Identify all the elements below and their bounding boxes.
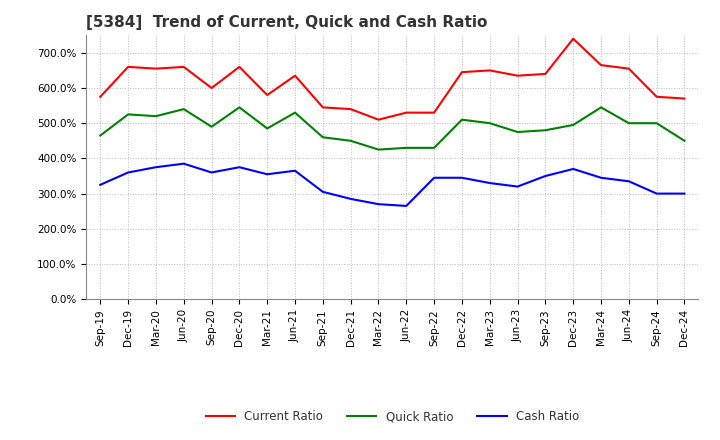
Cash Ratio [680, 191, 689, 196]
Cash Ratio [402, 203, 410, 209]
Current Ratio [680, 96, 689, 101]
Quick Ratio [235, 105, 243, 110]
Quick Ratio [430, 145, 438, 150]
Quick Ratio [485, 121, 494, 126]
Current Ratio [291, 73, 300, 78]
Quick Ratio [318, 135, 327, 140]
Current Ratio [430, 110, 438, 115]
Current Ratio [318, 105, 327, 110]
Current Ratio [652, 94, 661, 99]
Current Ratio [207, 85, 216, 91]
Quick Ratio [207, 124, 216, 129]
Current Ratio [235, 64, 243, 70]
Current Ratio [458, 70, 467, 75]
Quick Ratio [569, 122, 577, 128]
Quick Ratio [513, 129, 522, 135]
Cash Ratio [513, 184, 522, 189]
Line: Quick Ratio: Quick Ratio [100, 107, 685, 150]
Cash Ratio [485, 180, 494, 186]
Current Ratio [624, 66, 633, 71]
Quick Ratio [402, 145, 410, 150]
Quick Ratio [541, 128, 550, 133]
Cash Ratio [235, 165, 243, 170]
Quick Ratio [680, 138, 689, 143]
Quick Ratio [152, 114, 161, 119]
Cash Ratio [624, 179, 633, 184]
Cash Ratio [263, 172, 271, 177]
Quick Ratio [346, 138, 355, 143]
Quick Ratio [179, 106, 188, 112]
Quick Ratio [263, 126, 271, 131]
Quick Ratio [96, 133, 104, 138]
Quick Ratio [597, 105, 606, 110]
Current Ratio [179, 64, 188, 70]
Quick Ratio [374, 147, 383, 152]
Quick Ratio [124, 112, 132, 117]
Cash Ratio [291, 168, 300, 173]
Current Ratio [152, 66, 161, 71]
Cash Ratio [346, 196, 355, 202]
Current Ratio [124, 64, 132, 70]
Cash Ratio [430, 175, 438, 180]
Cash Ratio [124, 170, 132, 175]
Current Ratio [513, 73, 522, 78]
Cash Ratio [458, 175, 467, 180]
Cash Ratio [597, 175, 606, 180]
Legend: Current Ratio, Quick Ratio, Cash Ratio: Current Ratio, Quick Ratio, Cash Ratio [201, 405, 584, 428]
Quick Ratio [652, 121, 661, 126]
Cash Ratio [318, 189, 327, 194]
Cash Ratio [541, 173, 550, 179]
Quick Ratio [624, 121, 633, 126]
Text: [5384]  Trend of Current, Quick and Cash Ratio: [5384] Trend of Current, Quick and Cash … [86, 15, 487, 30]
Current Ratio [402, 110, 410, 115]
Current Ratio [485, 68, 494, 73]
Cash Ratio [96, 182, 104, 187]
Quick Ratio [458, 117, 467, 122]
Current Ratio [569, 36, 577, 41]
Current Ratio [597, 62, 606, 68]
Cash Ratio [569, 166, 577, 172]
Cash Ratio [374, 202, 383, 207]
Cash Ratio [179, 161, 188, 166]
Current Ratio [96, 94, 104, 99]
Cash Ratio [652, 191, 661, 196]
Cash Ratio [207, 170, 216, 175]
Line: Current Ratio: Current Ratio [100, 39, 685, 120]
Line: Cash Ratio: Cash Ratio [100, 164, 685, 206]
Current Ratio [374, 117, 383, 122]
Quick Ratio [291, 110, 300, 115]
Cash Ratio [152, 165, 161, 170]
Current Ratio [541, 71, 550, 77]
Current Ratio [263, 92, 271, 98]
Current Ratio [346, 106, 355, 112]
